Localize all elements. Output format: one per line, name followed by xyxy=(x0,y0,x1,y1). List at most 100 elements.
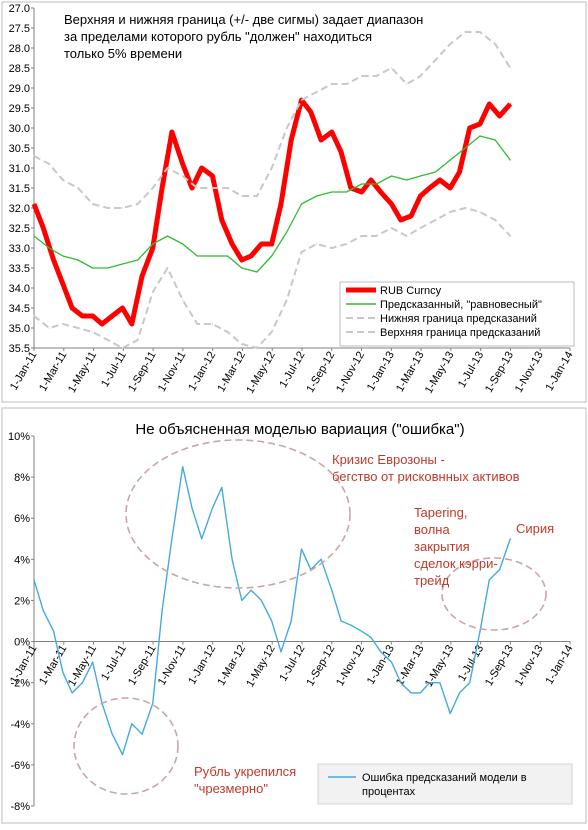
series-1-point xyxy=(509,159,511,161)
series-3-point xyxy=(419,75,421,77)
series-0-point xyxy=(141,733,143,735)
series-1-point xyxy=(271,255,273,257)
annotation: Tapering, волна закрытия сделок кэрри-трейд xyxy=(414,505,498,588)
y-tick-label: 2% xyxy=(14,595,30,607)
series-0-point xyxy=(458,692,461,694)
series-3-point xyxy=(449,43,451,45)
series-0-point xyxy=(380,191,382,193)
series-0-point xyxy=(81,682,83,684)
series-0-point xyxy=(271,243,273,245)
series-0-point xyxy=(201,538,203,540)
series-0-point xyxy=(479,630,481,632)
legend-label: RUB Curncy xyxy=(380,285,442,297)
series-0-point xyxy=(250,589,252,591)
series-2-point xyxy=(227,331,229,333)
series-2-point xyxy=(137,339,139,341)
series-2-point xyxy=(107,339,109,341)
series-3-point xyxy=(211,187,214,189)
series-1-point xyxy=(300,203,303,205)
legend-label: Верхняя граница предсказаний xyxy=(380,327,540,339)
series-0-point xyxy=(53,259,55,261)
series-0-point xyxy=(42,610,44,612)
series-3-point xyxy=(286,127,288,129)
series-0-point xyxy=(350,187,352,189)
series-3-point xyxy=(256,195,258,197)
series-2-point xyxy=(375,235,377,237)
series-0-point xyxy=(331,589,333,591)
series-0-point xyxy=(469,127,471,129)
annotation-line: бегство от рисковнных активов xyxy=(332,469,520,484)
series-0-point xyxy=(499,569,501,571)
y-tick-label: 8% xyxy=(14,472,30,484)
legend-label-line: процентах xyxy=(362,786,416,798)
chart-title-line: за пределами которого рубль "должен" нах… xyxy=(64,29,372,44)
series-0-point xyxy=(509,103,511,105)
series-0-point xyxy=(53,630,55,632)
series-2-point xyxy=(48,327,50,329)
series-0-point xyxy=(131,723,133,725)
series-0-point xyxy=(300,548,303,550)
series-0-point xyxy=(280,203,282,205)
y-tick-label: -6% xyxy=(10,760,30,772)
y-tick-label: 30.5 xyxy=(9,143,30,155)
series-0-point xyxy=(182,466,184,468)
series-0-point xyxy=(390,203,393,205)
series-0-point xyxy=(260,599,262,602)
series-0-point xyxy=(241,599,243,602)
series-1-point xyxy=(62,255,64,257)
series-3-point xyxy=(196,187,198,189)
chart-title-line: Верхняя и нижняя граница (+/- две сигмы)… xyxy=(64,12,423,27)
series-1-point xyxy=(92,267,94,269)
chart-panel-frame xyxy=(1,1,587,403)
highlight-ellipse xyxy=(441,557,547,631)
series-1-point xyxy=(361,183,363,185)
series-1-point xyxy=(182,243,184,245)
series-3-point xyxy=(48,163,50,165)
series-0-point xyxy=(479,123,481,125)
series-0-point xyxy=(290,139,292,141)
series-0-point xyxy=(271,620,273,622)
series-0-point xyxy=(231,243,233,245)
series-2-point xyxy=(241,343,243,345)
series-0-point xyxy=(361,191,363,193)
series-2-point xyxy=(77,327,79,329)
series-2-point xyxy=(331,247,333,249)
annotation-line: "чрезмерно" xyxy=(194,781,268,796)
series-3-point xyxy=(479,31,481,33)
annotation: Кризис Еврозоны - бегство от рисковнных а… xyxy=(332,452,520,484)
annotation-line: волна xyxy=(414,522,450,537)
series-3-point xyxy=(316,91,318,93)
series-0-point xyxy=(201,167,203,169)
series-0-point xyxy=(191,187,193,189)
annotation-line: Сирия xyxy=(516,521,554,536)
series-2-point xyxy=(345,243,348,245)
series-3-point xyxy=(107,207,109,209)
series-0-point xyxy=(361,630,363,632)
series-3-point xyxy=(509,67,511,69)
series-0-point xyxy=(182,163,184,165)
annotation-line: закрытия xyxy=(414,539,470,554)
series-0-point xyxy=(152,247,154,249)
legend-label: Ошибка предсказаний модели в процентах xyxy=(362,772,527,798)
annotation-line: сделок кэрри- xyxy=(414,556,498,571)
series-0-point xyxy=(260,243,262,245)
legend xyxy=(317,763,573,805)
chart-title: Не объясненная моделью вариация ("ошибка… xyxy=(135,421,464,438)
chart-title-line: только 5% времени xyxy=(64,46,182,61)
series-2-point xyxy=(406,235,408,237)
series-3-point xyxy=(152,187,154,189)
y-tick-label: 35.0 xyxy=(9,323,30,335)
series-1-point xyxy=(256,271,258,273)
series-0-point xyxy=(171,131,173,133)
series-0-point xyxy=(488,579,490,581)
y-tick-label: 31.0 xyxy=(9,163,30,175)
series-3-point xyxy=(494,43,496,45)
y-tick-label: 32.0 xyxy=(9,203,30,215)
series-2-point xyxy=(196,323,198,325)
series-2-point xyxy=(33,315,35,317)
series-2-point xyxy=(182,299,184,301)
series-0-point xyxy=(380,651,382,653)
annotation: Сирия xyxy=(516,521,554,536)
series-3-point xyxy=(331,83,333,85)
